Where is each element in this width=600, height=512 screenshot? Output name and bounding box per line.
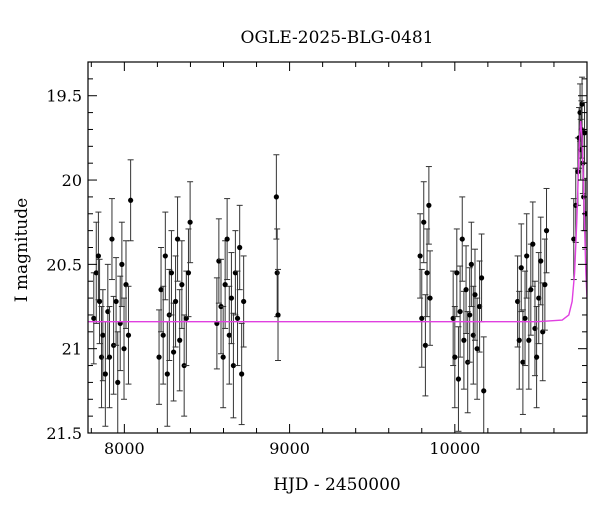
- y-tick-label: 19.5: [46, 87, 82, 106]
- data-point: [427, 250, 434, 346]
- data-point: [215, 218, 222, 304]
- data-point: [125, 285, 132, 385]
- data-point: [274, 228, 281, 318]
- data-point: [187, 181, 194, 264]
- y-axis-label: I magnitude: [12, 198, 32, 302]
- data-point: [543, 187, 550, 274]
- data-point: [519, 309, 526, 415]
- data-point: [95, 211, 102, 301]
- data-point: [460, 290, 467, 390]
- data-point: [226, 285, 233, 385]
- data-point: [121, 297, 128, 400]
- data-point: [459, 196, 466, 282]
- data-point: [275, 268, 282, 361]
- data-point: [525, 290, 532, 390]
- y-tick-label: 21.5: [46, 424, 82, 443]
- data-point: [106, 306, 113, 409]
- data-point: [463, 245, 470, 335]
- plot-area: [88, 76, 587, 433]
- data-point: [418, 268, 425, 368]
- data-point: [96, 258, 103, 345]
- data-point: [228, 252, 235, 345]
- data-point: [425, 166, 432, 245]
- x-axis-ticks: 8000 9000 10000: [90, 62, 588, 458]
- data-point: [240, 255, 247, 348]
- y-tick-label: 20.5: [46, 255, 82, 274]
- data-point: [162, 211, 169, 301]
- data-point: [420, 181, 427, 264]
- data-point: [224, 198, 231, 281]
- y-axis-ticks: 19.5 20 20.5 21 21.5: [46, 61, 587, 443]
- x-axis-label: HJD - 2450000: [273, 475, 401, 495]
- data-point: [522, 270, 529, 367]
- data-point: [417, 213, 424, 299]
- data-point: [476, 260, 483, 353]
- data-point: [113, 257, 120, 346]
- y-tick-label: 20: [62, 171, 82, 190]
- x-tick-label: 8000: [104, 439, 145, 458]
- data-point: [523, 213, 530, 299]
- data-point: [234, 270, 241, 367]
- data-point: [156, 309, 163, 405]
- data-point: [480, 336, 487, 433]
- y-tick-label: 21: [62, 340, 82, 359]
- data-point: [273, 154, 280, 240]
- chart-title: OGLE-2025-BLG-0481: [241, 28, 434, 48]
- data-point: [533, 306, 540, 409]
- data-point: [471, 248, 478, 341]
- data-point: [453, 228, 460, 318]
- data-point: [236, 204, 243, 291]
- data-point: [127, 159, 134, 242]
- data-point: [170, 302, 177, 402]
- x-tick-label: 9000: [269, 439, 310, 458]
- data-point: [422, 294, 429, 397]
- data-point: [516, 290, 523, 390]
- data-point: [108, 198, 115, 281]
- data-point: [220, 306, 227, 409]
- x-tick-label: 10000: [429, 439, 480, 458]
